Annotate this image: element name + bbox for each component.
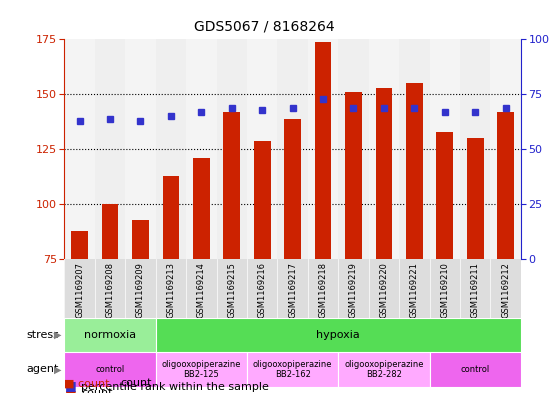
Bar bbox=[460, 39, 491, 259]
Text: GSM1169219: GSM1169219 bbox=[349, 263, 358, 318]
Text: oligooxopiperazine
BB2-125: oligooxopiperazine BB2-125 bbox=[162, 360, 241, 379]
Bar bbox=[132, 220, 149, 259]
Bar bbox=[95, 39, 125, 259]
Text: control: control bbox=[95, 365, 125, 374]
Bar bbox=[71, 231, 88, 259]
Text: GSM1169210: GSM1169210 bbox=[440, 263, 449, 318]
Bar bbox=[125, 39, 156, 259]
Bar bbox=[64, 39, 95, 259]
Bar bbox=[247, 39, 277, 259]
Bar bbox=[102, 204, 118, 259]
Bar bbox=[193, 158, 209, 259]
Text: ■: ■ bbox=[64, 379, 76, 392]
Text: oligooxopiperazine
BB2-282: oligooxopiperazine BB2-282 bbox=[344, 360, 423, 379]
Text: GSM1169213: GSM1169213 bbox=[166, 263, 175, 318]
Bar bbox=[186, 39, 217, 259]
Bar bbox=[399, 39, 430, 259]
Bar bbox=[308, 39, 338, 259]
Text: GSM1169220: GSM1169220 bbox=[379, 263, 389, 318]
Text: GSM1169216: GSM1169216 bbox=[258, 263, 267, 318]
Bar bbox=[430, 39, 460, 259]
Text: GDS5067 / 8168264: GDS5067 / 8168264 bbox=[194, 20, 335, 34]
Bar bbox=[430, 352, 521, 387]
Bar bbox=[254, 141, 270, 259]
Text: stress: stress bbox=[26, 330, 59, 340]
Bar bbox=[491, 39, 521, 259]
Bar bbox=[217, 39, 247, 259]
Bar bbox=[156, 39, 186, 259]
Text: count: count bbox=[81, 387, 113, 393]
Bar bbox=[497, 112, 514, 259]
Bar bbox=[64, 352, 156, 387]
Bar bbox=[156, 318, 521, 352]
Bar bbox=[247, 352, 338, 387]
Text: ■ count: ■ count bbox=[64, 378, 110, 388]
Bar bbox=[338, 352, 430, 387]
Text: ▶: ▶ bbox=[54, 330, 62, 340]
Bar bbox=[64, 318, 156, 352]
Text: count: count bbox=[120, 378, 152, 388]
Bar bbox=[223, 112, 240, 259]
Text: ■: ■ bbox=[64, 387, 76, 393]
Bar bbox=[284, 119, 301, 259]
Text: GSM1169208: GSM1169208 bbox=[105, 263, 115, 318]
Bar bbox=[315, 42, 332, 259]
Text: GSM1169211: GSM1169211 bbox=[470, 263, 480, 318]
Text: GSM1169214: GSM1169214 bbox=[197, 263, 206, 318]
Bar bbox=[368, 39, 399, 259]
Text: agent: agent bbox=[26, 364, 59, 375]
Text: GSM1169207: GSM1169207 bbox=[75, 263, 84, 318]
Text: ▶: ▶ bbox=[54, 364, 62, 375]
Text: GSM1169217: GSM1169217 bbox=[288, 263, 297, 318]
Bar bbox=[436, 132, 453, 259]
Text: GSM1169215: GSM1169215 bbox=[227, 263, 236, 318]
Text: GSM1169212: GSM1169212 bbox=[501, 263, 510, 318]
Text: GSM1169218: GSM1169218 bbox=[319, 263, 328, 318]
Text: GSM1169209: GSM1169209 bbox=[136, 263, 145, 318]
Text: percentile rank within the sample: percentile rank within the sample bbox=[81, 382, 269, 392]
Bar bbox=[277, 39, 308, 259]
Bar bbox=[338, 39, 368, 259]
Bar bbox=[467, 138, 483, 259]
Text: normoxia: normoxia bbox=[84, 330, 136, 340]
Text: GSM1169221: GSM1169221 bbox=[410, 263, 419, 318]
Bar bbox=[162, 176, 179, 259]
Text: oligooxopiperazine
BB2-162: oligooxopiperazine BB2-162 bbox=[253, 360, 332, 379]
Text: hypoxia: hypoxia bbox=[316, 330, 360, 340]
Bar bbox=[345, 92, 362, 259]
Text: control: control bbox=[460, 365, 490, 374]
Bar bbox=[406, 83, 423, 259]
Bar bbox=[156, 352, 247, 387]
Bar bbox=[376, 88, 392, 259]
